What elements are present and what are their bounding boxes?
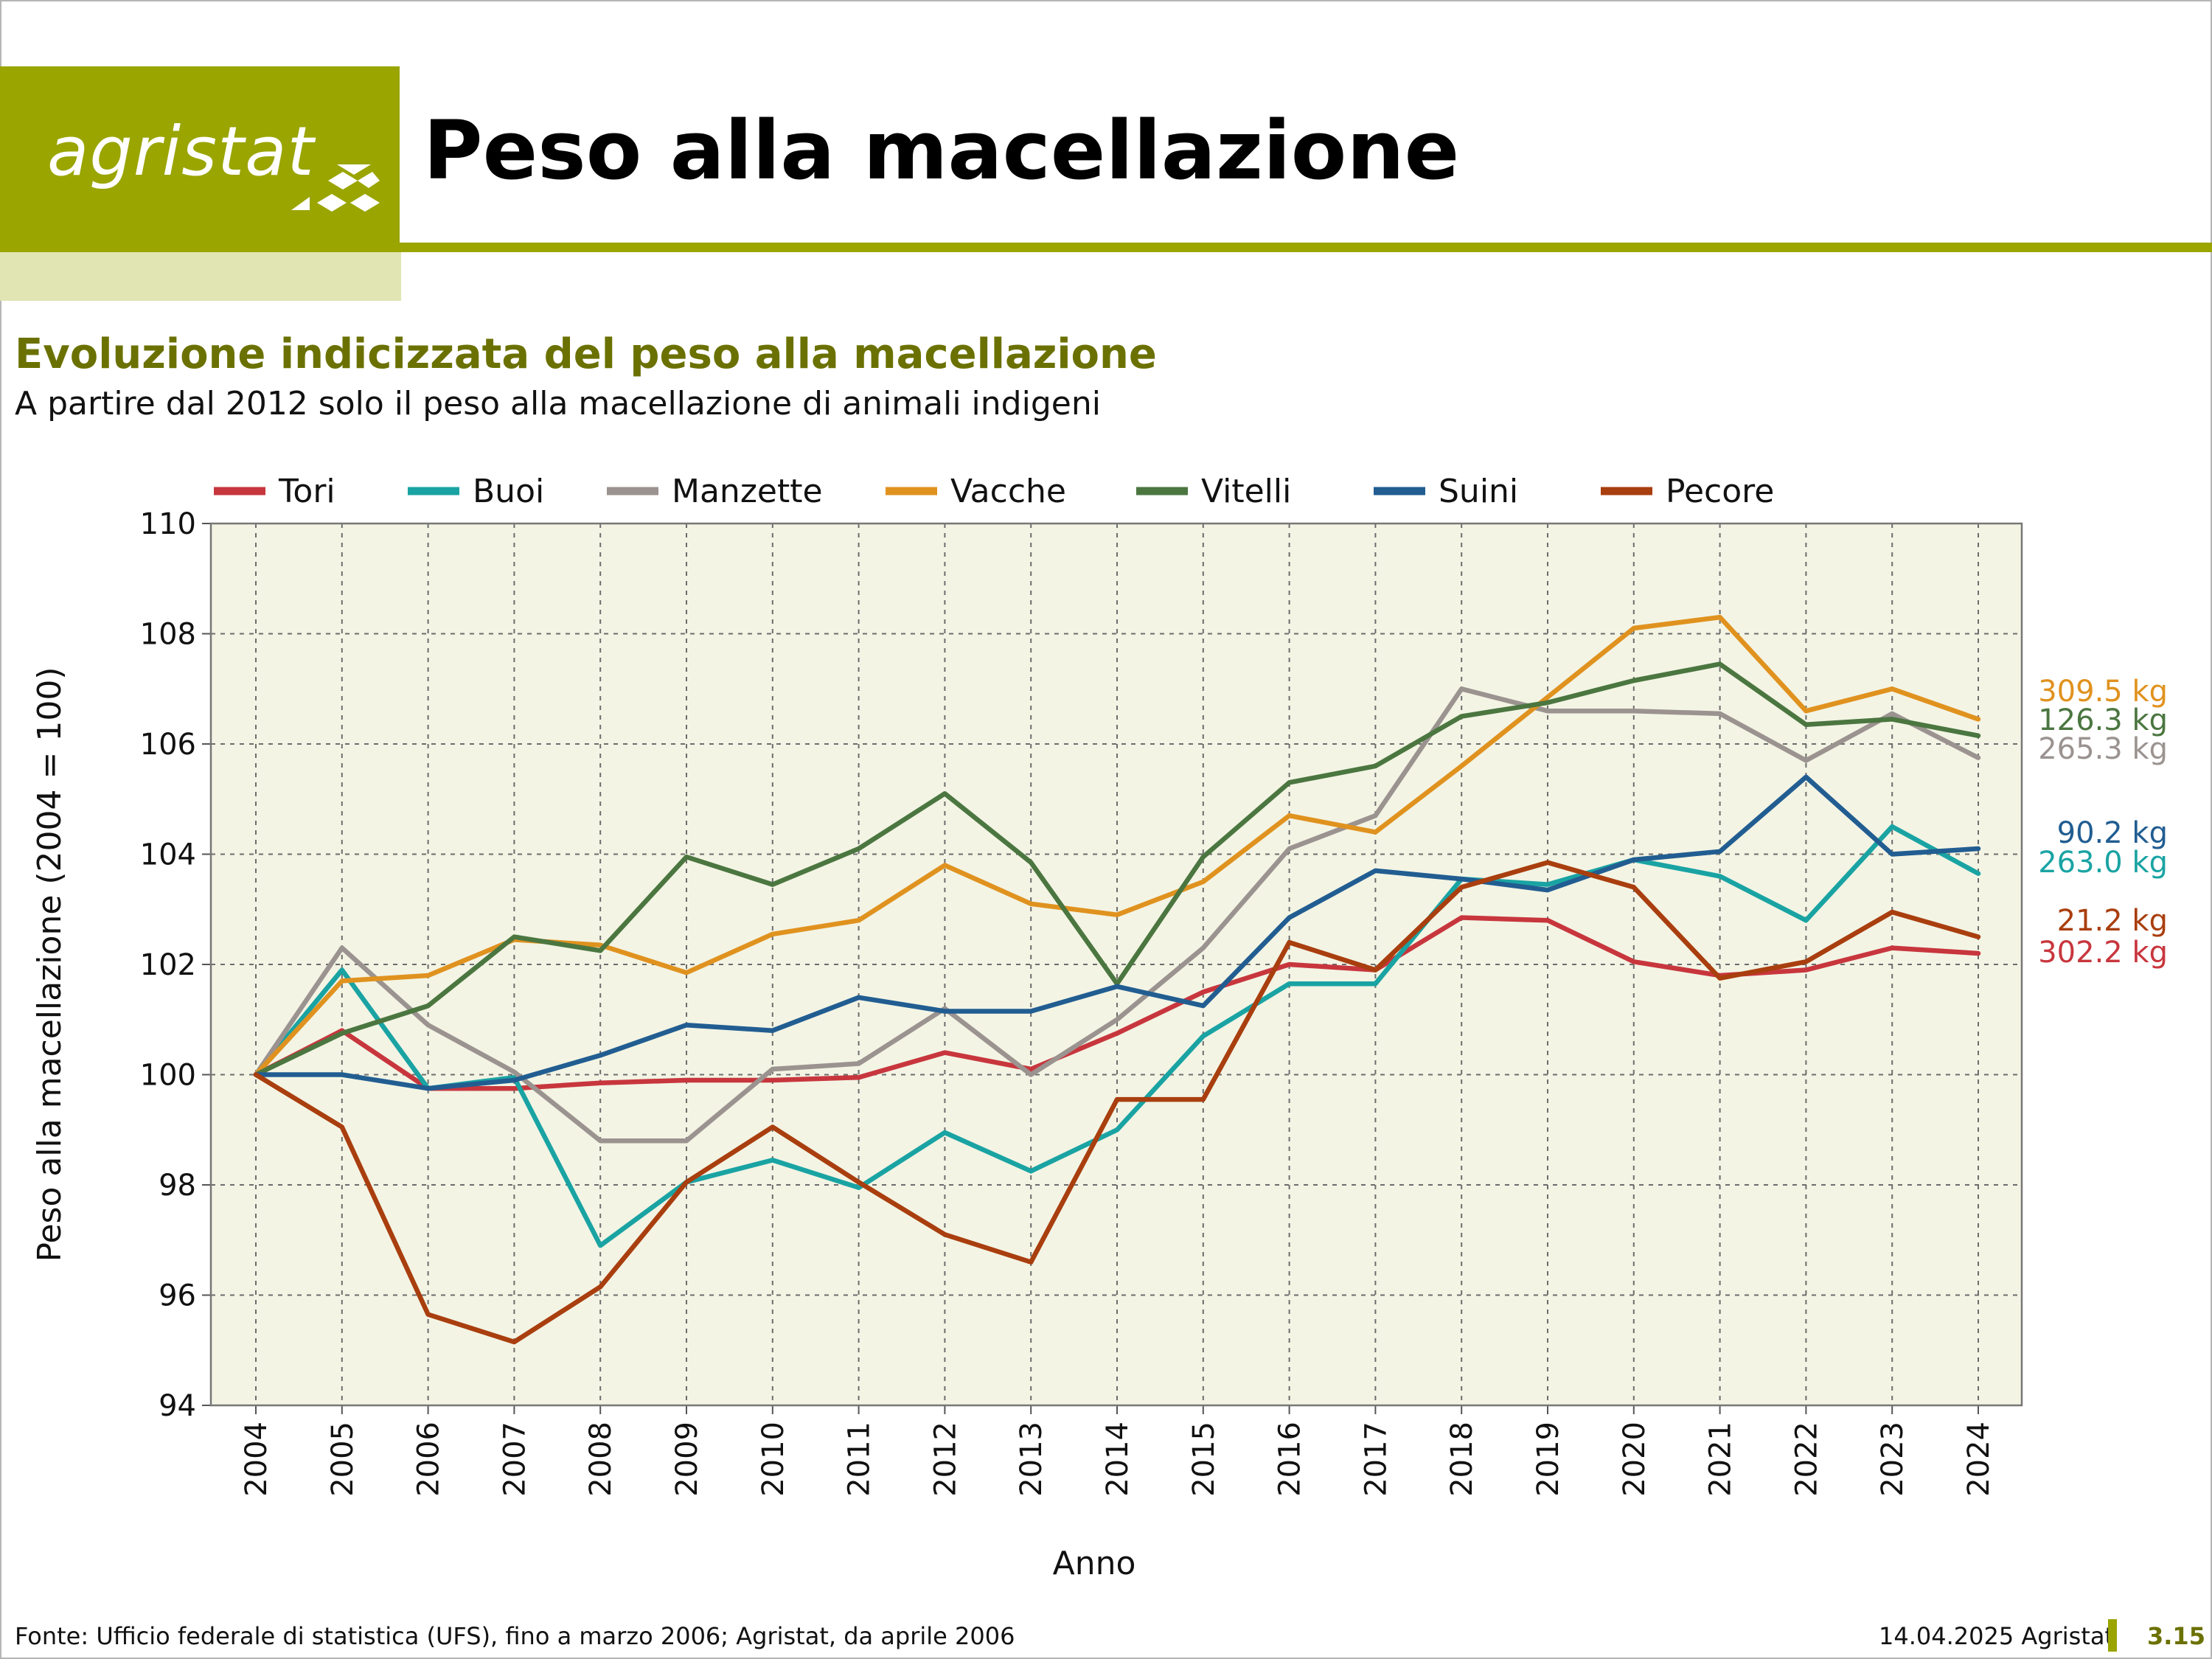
x-tick-label: 2005 — [326, 1422, 360, 1497]
end-label-tori: 302.2 kg — [2038, 936, 2168, 970]
source-note: Fonte: Ufficio federale di statistica (U… — [15, 1622, 1015, 1650]
legend-label-manzette: Manzette — [672, 473, 823, 510]
footer-date: 14.04.2025 Agristat — [1879, 1622, 2115, 1650]
x-tick-label: 2024 — [1962, 1422, 1996, 1497]
plot-border — [209, 522, 2023, 1407]
end-label-vitelli: 126.3 kg — [2038, 703, 2168, 737]
end-label-suini: 90.2 kg — [2057, 816, 2168, 850]
legend-label-pecore: Pecore — [1666, 473, 1774, 510]
x-tick-label: 2009 — [670, 1422, 704, 1497]
series-line-manzette — [253, 686, 1981, 1144]
agristat-logo-text: agristat — [47, 112, 315, 191]
series-line-buoi — [253, 824, 1981, 1248]
header-rule — [400, 243, 2212, 252]
x-tick-label: 2007 — [498, 1422, 532, 1497]
y-tick-label: 102 — [140, 948, 196, 982]
legend-label-buoi: Buoi — [473, 473, 544, 510]
page-title: Peso alla macellazione — [423, 103, 1460, 198]
agristat-logo-icon — [291, 164, 380, 212]
x-tick-label: 2004 — [240, 1422, 274, 1497]
x-axis-title: Anno — [1053, 1545, 1136, 1582]
y-tick-label: 104 — [140, 838, 196, 872]
x-tick-label: 2023 — [1876, 1422, 1910, 1497]
x-tick-label: 2022 — [1790, 1422, 1823, 1497]
x-tick-label: 2008 — [584, 1422, 618, 1497]
chart-note: A partire dal 2012 solo il peso alla mac… — [15, 385, 1101, 422]
x-tick-label: 2021 — [1704, 1422, 1738, 1497]
legend-label-tori: Tori — [278, 473, 335, 510]
end-label-pecore: 21.2 kg — [2057, 904, 2168, 938]
y-axis-title: Peso alla macellazione (2004 = 100) — [31, 667, 69, 1262]
legend-label-vacche: Vacche — [950, 473, 1066, 510]
x-tick-label: 2020 — [1618, 1422, 1652, 1497]
y-tick-label: 106 — [140, 728, 196, 762]
y-tick-label: 94 — [159, 1389, 196, 1423]
series-line-tori — [253, 915, 1981, 1091]
x-tick-label: 2015 — [1187, 1422, 1221, 1497]
end-label-manzette: 265.3 kg — [2038, 732, 2168, 766]
end-label-buoi: 263.0 kg — [2038, 846, 2168, 880]
x-tick-label: 2011 — [843, 1422, 877, 1497]
chart-subtitle: Evoluzione indicizzata del peso alla mac… — [15, 330, 1157, 378]
legend-label-vitelli: Vitelli — [1201, 473, 1291, 510]
footer-divider — [2108, 1619, 2117, 1652]
x-tick-label: 2013 — [1015, 1422, 1048, 1497]
x-tick-label: 2019 — [1531, 1422, 1565, 1497]
series-line-suini — [253, 774, 1981, 1091]
y-tick-label: 98 — [159, 1169, 196, 1203]
page-number: 3.15 — [2147, 1622, 2205, 1650]
x-tick-label: 2018 — [1445, 1422, 1479, 1497]
series-line-vitelli — [253, 661, 1981, 1077]
x-tick-label: 2010 — [757, 1422, 790, 1497]
end-label-vacche: 309.5 kg — [2038, 675, 2168, 709]
x-tick-label: 2014 — [1101, 1422, 1135, 1497]
logo-underlay — [0, 252, 401, 301]
y-tick-label: 100 — [140, 1059, 196, 1093]
y-tick-label: 110 — [140, 507, 196, 541]
logo-panel — [0, 66, 400, 252]
x-tick-label: 2016 — [1273, 1422, 1307, 1497]
x-tick-label: 2012 — [928, 1422, 962, 1497]
series-line-pecore — [253, 860, 1981, 1345]
x-tick-label: 2017 — [1359, 1422, 1393, 1497]
x-tick-label: 2006 — [412, 1422, 446, 1497]
legend-label-suini: Suini — [1439, 473, 1518, 510]
y-tick-label: 108 — [140, 618, 196, 652]
y-tick-label: 96 — [159, 1279, 196, 1313]
